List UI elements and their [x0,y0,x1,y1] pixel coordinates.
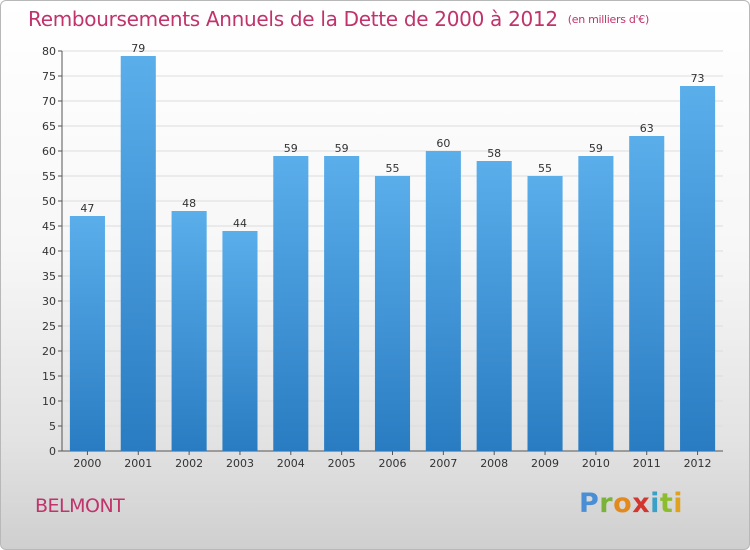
y-tick-label: 20 [42,345,56,358]
y-tick-label: 0 [49,445,56,458]
data-label-2003: 44 [233,217,247,230]
bar-2001 [120,56,156,451]
x-tick-label-2005: 2005 [328,457,356,470]
data-label-2009: 55 [538,162,552,175]
y-tick-labels: 0 5 10 15 20 25 30 35 40 45 50 55 60 65 70 75 80 [42,45,56,458]
y-tick-label: 5 [49,420,56,433]
x-tick-label-2012: 2012 [684,457,712,470]
chart-unit: (en milliers d'€) [567,13,649,26]
bars [69,56,716,451]
x-tick-labels: 2000 2001 2002 2003 2004 2005 2006 2007 2008 2009… [73,457,711,470]
y-tick-label: 10 [42,395,56,408]
data-label-2004: 59 [284,142,298,155]
y-tick-label: 60 [42,145,56,158]
y-tick-label: 50 [42,195,56,208]
chart-title-text: Remboursements Annuels de la Dette de 20… [28,7,558,31]
proxiti-logo: Proxiti [579,488,684,519]
y-tick-label: 45 [42,220,56,233]
y-tick-label: 55 [42,170,56,183]
y-tick-label: 15 [42,370,56,383]
y-tick-label: 75 [42,70,56,83]
y-tick-label: 65 [42,120,56,133]
bar-2006 [374,176,411,451]
bar-2009 [527,176,563,451]
y-tick-label: 25 [42,320,56,333]
data-label-2000: 47 [80,202,94,215]
data-label-2002: 48 [182,197,196,210]
bar-2012 [680,86,716,451]
data-label-2011: 63 [640,122,654,135]
data-label-2012: 73 [691,72,705,85]
bar-2005 [324,156,360,451]
data-label-2010: 59 [589,142,603,155]
chart-title: Remboursements Annuels de la Dette de 20… [28,7,649,31]
data-label-2006: 55 [386,162,400,175]
data-label-2005: 59 [335,142,349,155]
data-labels: 47 79 48 44 59 59 55 60 58 55 59 63 73 [80,42,704,230]
x-tick-label-2009: 2009 [531,457,559,470]
data-label-2007: 60 [436,137,450,150]
data-label-2001: 79 [131,42,145,55]
bar-2008 [476,161,512,451]
x-tick-label-2003: 2003 [226,457,254,470]
bar-2003 [222,231,258,451]
city-name: BELMONT [35,495,125,517]
x-tick-label-2010: 2010 [582,457,610,470]
bar-2004 [273,156,309,451]
x-tick-label-2004: 2004 [277,457,305,470]
y-tick-label: 80 [42,45,56,58]
data-label-2008: 58 [487,147,501,160]
bar-2000 [69,216,105,451]
x-tick-label-2000: 2000 [73,457,101,470]
x-tick-label-2008: 2008 [480,457,508,470]
x-tick-label-2007: 2007 [429,457,457,470]
y-tick-label: 40 [42,245,56,258]
y-tick-label: 70 [42,95,56,108]
y-tick-label: 35 [42,270,56,283]
bar-2007 [425,151,461,451]
y-tick-label: 30 [42,295,56,308]
x-tick-label-2006: 2006 [379,457,407,470]
x-tick-label-2011: 2011 [633,457,661,470]
x-tick-label-2002: 2002 [175,457,203,470]
bar-2010 [578,156,614,451]
x-tick-label-2001: 2001 [124,457,152,470]
bar-2011 [629,136,665,451]
bar-2002 [171,211,207,451]
